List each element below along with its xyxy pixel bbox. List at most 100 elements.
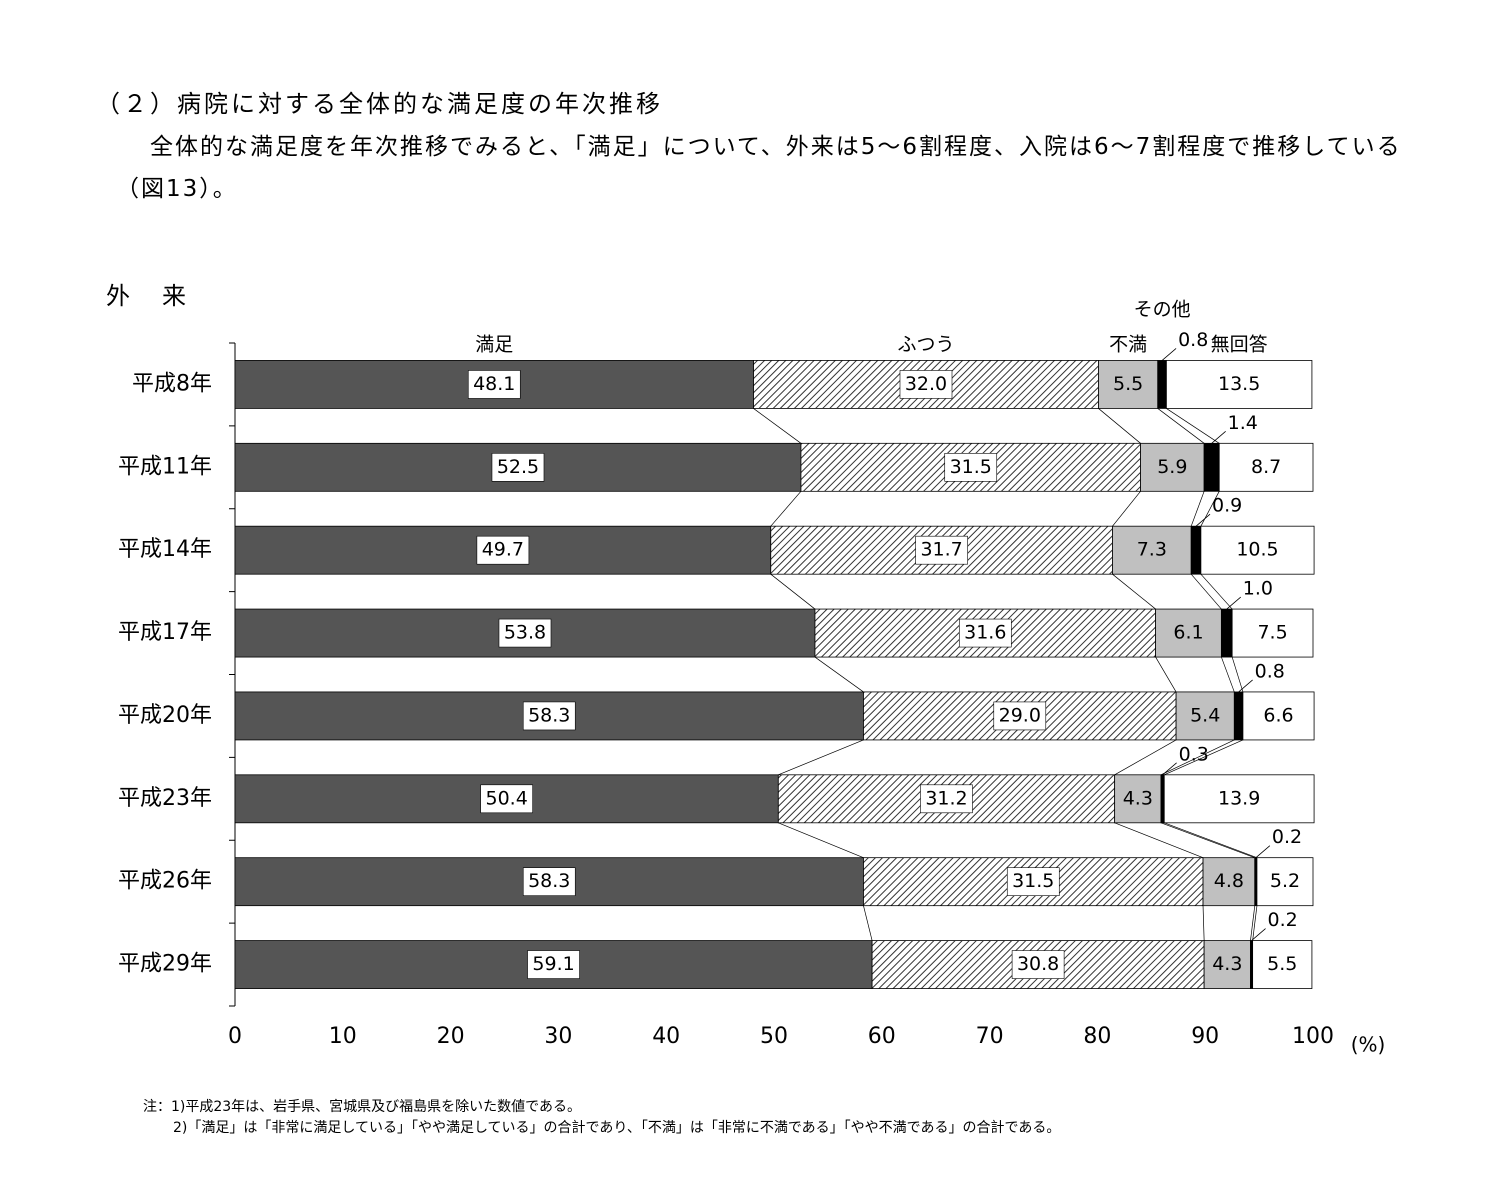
value-label: 4.3 bbox=[1212, 953, 1242, 975]
leader-line bbox=[1226, 596, 1242, 610]
value-label: 8.7 bbox=[1251, 456, 1281, 478]
connector bbox=[1252, 905, 1258, 941]
x-tick-label: 60 bbox=[868, 1024, 896, 1049]
x-tick-label: 20 bbox=[437, 1024, 465, 1049]
y-tick-label: 平成8年 bbox=[132, 371, 212, 396]
value-label: 10.5 bbox=[1236, 539, 1278, 561]
leader-line bbox=[1195, 513, 1211, 527]
bar-segment bbox=[1155, 608, 1222, 658]
label-box bbox=[476, 535, 530, 565]
bar-segment bbox=[1157, 360, 1167, 409]
label-box bbox=[527, 950, 580, 979]
x-tick-label: 50 bbox=[760, 1024, 788, 1049]
label-box bbox=[993, 701, 1047, 731]
connector bbox=[1157, 408, 1205, 444]
series-name: 無回答 bbox=[1211, 334, 1268, 356]
label-box bbox=[522, 701, 576, 731]
connector bbox=[863, 905, 873, 941]
connector bbox=[1114, 739, 1177, 776]
value-label: 30.8 bbox=[1017, 953, 1059, 975]
connector bbox=[814, 656, 864, 693]
series-name: ふつう bbox=[897, 334, 954, 356]
connector bbox=[1190, 491, 1205, 527]
value-label: 58.3 bbox=[528, 704, 570, 726]
bar-segment bbox=[1190, 525, 1202, 575]
value-label: 58.3 bbox=[528, 870, 570, 892]
bar-segment bbox=[1218, 442, 1314, 492]
bar-segment bbox=[1175, 691, 1235, 741]
value-label: 49.7 bbox=[482, 539, 524, 561]
value-label: 31.5 bbox=[950, 456, 992, 478]
label-box bbox=[920, 784, 973, 814]
series-name: その他 bbox=[1134, 299, 1191, 321]
x-tick-label: 100 bbox=[1292, 1024, 1334, 1049]
x-tick-label: 30 bbox=[544, 1024, 572, 1049]
connector bbox=[1098, 408, 1141, 444]
leader-line bbox=[1211, 431, 1226, 444]
note: 2)「満足」は「非常に満足している」「やや満足している」の合計であり、「不満」は… bbox=[173, 1120, 1061, 1136]
x-tick-label: 0 bbox=[228, 1024, 242, 1049]
value-label: 5.9 bbox=[1157, 456, 1187, 478]
bar-segment bbox=[1165, 360, 1313, 409]
value-label: 32.0 bbox=[905, 373, 947, 395]
connector bbox=[1190, 573, 1222, 610]
connector bbox=[1160, 822, 1255, 859]
value-label: 31.6 bbox=[964, 622, 1006, 644]
connector bbox=[770, 491, 802, 527]
value-label: 0.2 bbox=[1268, 909, 1298, 931]
bar-segment bbox=[1220, 608, 1233, 658]
heading: （２）病院に対する全体的な満足度の年次推移 bbox=[96, 90, 663, 118]
value-label: 7.5 bbox=[1257, 622, 1287, 644]
value-label: 4.8 bbox=[1214, 870, 1244, 892]
y-tick-label: 平成14年 bbox=[118, 537, 212, 562]
paragraph: 全体的な満足度を年次推移でみると、「満足」について、外来は5～6割程度、入院は6… bbox=[116, 134, 1402, 202]
value-label: 0.3 bbox=[1179, 743, 1209, 765]
value-label: 0.8 bbox=[1255, 660, 1285, 682]
connector bbox=[753, 408, 802, 444]
bar-segment bbox=[1160, 774, 1165, 824]
connector bbox=[1112, 573, 1156, 610]
value-label: 5.2 bbox=[1270, 870, 1300, 892]
label-box bbox=[915, 535, 968, 565]
connector bbox=[1164, 739, 1244, 776]
x-tick-label: 40 bbox=[652, 1024, 680, 1049]
connector bbox=[778, 739, 864, 776]
value-label: 5.5 bbox=[1267, 953, 1297, 975]
y-tick-label: 平成17年 bbox=[118, 620, 212, 645]
connector bbox=[1250, 905, 1256, 941]
connector bbox=[778, 822, 864, 859]
leader-line bbox=[1251, 928, 1266, 941]
bar-segment bbox=[1203, 442, 1220, 492]
bar-segment bbox=[1140, 442, 1205, 492]
connector bbox=[1114, 822, 1204, 859]
bar-segment bbox=[1256, 857, 1314, 907]
connector bbox=[1112, 491, 1141, 527]
value-label: 0.2 bbox=[1272, 826, 1302, 848]
label-box bbox=[522, 867, 576, 896]
value-label: 6.1 bbox=[1173, 622, 1203, 644]
label-box bbox=[944, 453, 998, 482]
value-label: 48.1 bbox=[473, 373, 515, 395]
x-tick-label: 70 bbox=[976, 1024, 1004, 1049]
connector bbox=[1166, 408, 1220, 444]
bar-segment bbox=[1163, 774, 1315, 824]
y-tick-label: 平成29年 bbox=[118, 952, 212, 977]
y-tick-label: 平成23年 bbox=[118, 786, 212, 811]
label-box bbox=[498, 618, 552, 648]
connector bbox=[1200, 573, 1233, 610]
value-label: 7.3 bbox=[1137, 539, 1167, 561]
series-name: 不満 bbox=[1109, 334, 1147, 356]
note: 注：1)平成23年は、岩手県、宮城県及び福島県を除いた数値である。 bbox=[143, 1099, 582, 1115]
bar-segment bbox=[1203, 940, 1251, 989]
connector bbox=[1155, 656, 1177, 693]
connector bbox=[770, 573, 816, 610]
value-label: 13.5 bbox=[1218, 373, 1260, 395]
value-label: 1.4 bbox=[1228, 412, 1258, 434]
value-label: 1.0 bbox=[1243, 578, 1273, 600]
x-unit: (%) bbox=[1351, 1033, 1386, 1057]
x-tick-label: 10 bbox=[329, 1024, 357, 1049]
bar-segment bbox=[1242, 691, 1315, 741]
value-label: 53.8 bbox=[504, 622, 546, 644]
series-name: 満足 bbox=[475, 334, 513, 356]
